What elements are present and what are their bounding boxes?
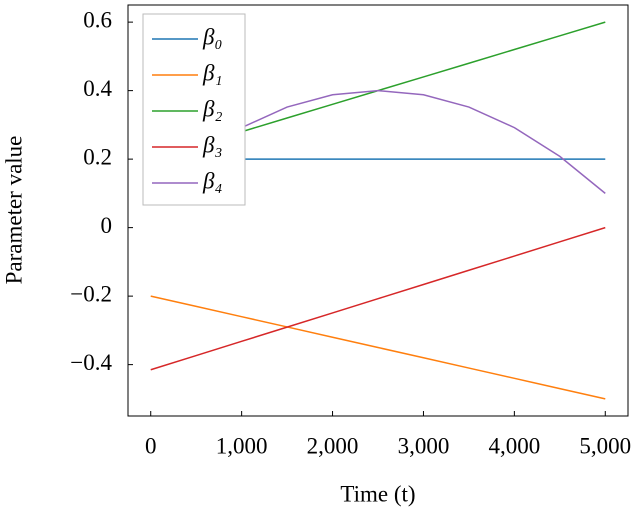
legend-box bbox=[142, 13, 246, 206]
legend-label: β₀ bbox=[202, 24, 222, 49]
x-tick-label: 1,000 bbox=[216, 433, 268, 458]
y-tick-label: −0.4 bbox=[70, 350, 112, 375]
legend-label: β₁ bbox=[202, 60, 222, 85]
x-axis-label: Time (t) bbox=[340, 481, 415, 506]
x-tick-label: 4,000 bbox=[488, 433, 540, 458]
y-tick-label: 0.4 bbox=[83, 76, 112, 101]
y-tick-label: 0 bbox=[101, 213, 113, 238]
x-tick-label: 5,000 bbox=[579, 433, 631, 458]
y-axis-label: Parameter value bbox=[1, 136, 26, 285]
legend-label: β₄ bbox=[202, 168, 222, 193]
y-tick-label: 0.2 bbox=[83, 144, 112, 169]
x-tick-label: 2,000 bbox=[307, 433, 359, 458]
y-tick-label: 0.6 bbox=[83, 7, 112, 32]
y-tick-label: −0.2 bbox=[70, 281, 112, 306]
legend-label: β₃ bbox=[202, 132, 222, 157]
series-line bbox=[150, 295, 606, 400]
x-tick-label: 0 bbox=[145, 433, 157, 458]
x-tick-label: 3,000 bbox=[398, 433, 450, 458]
plot-frame bbox=[127, 4, 629, 417]
legend-label: β₂ bbox=[202, 96, 222, 121]
series-line bbox=[150, 226, 606, 371]
